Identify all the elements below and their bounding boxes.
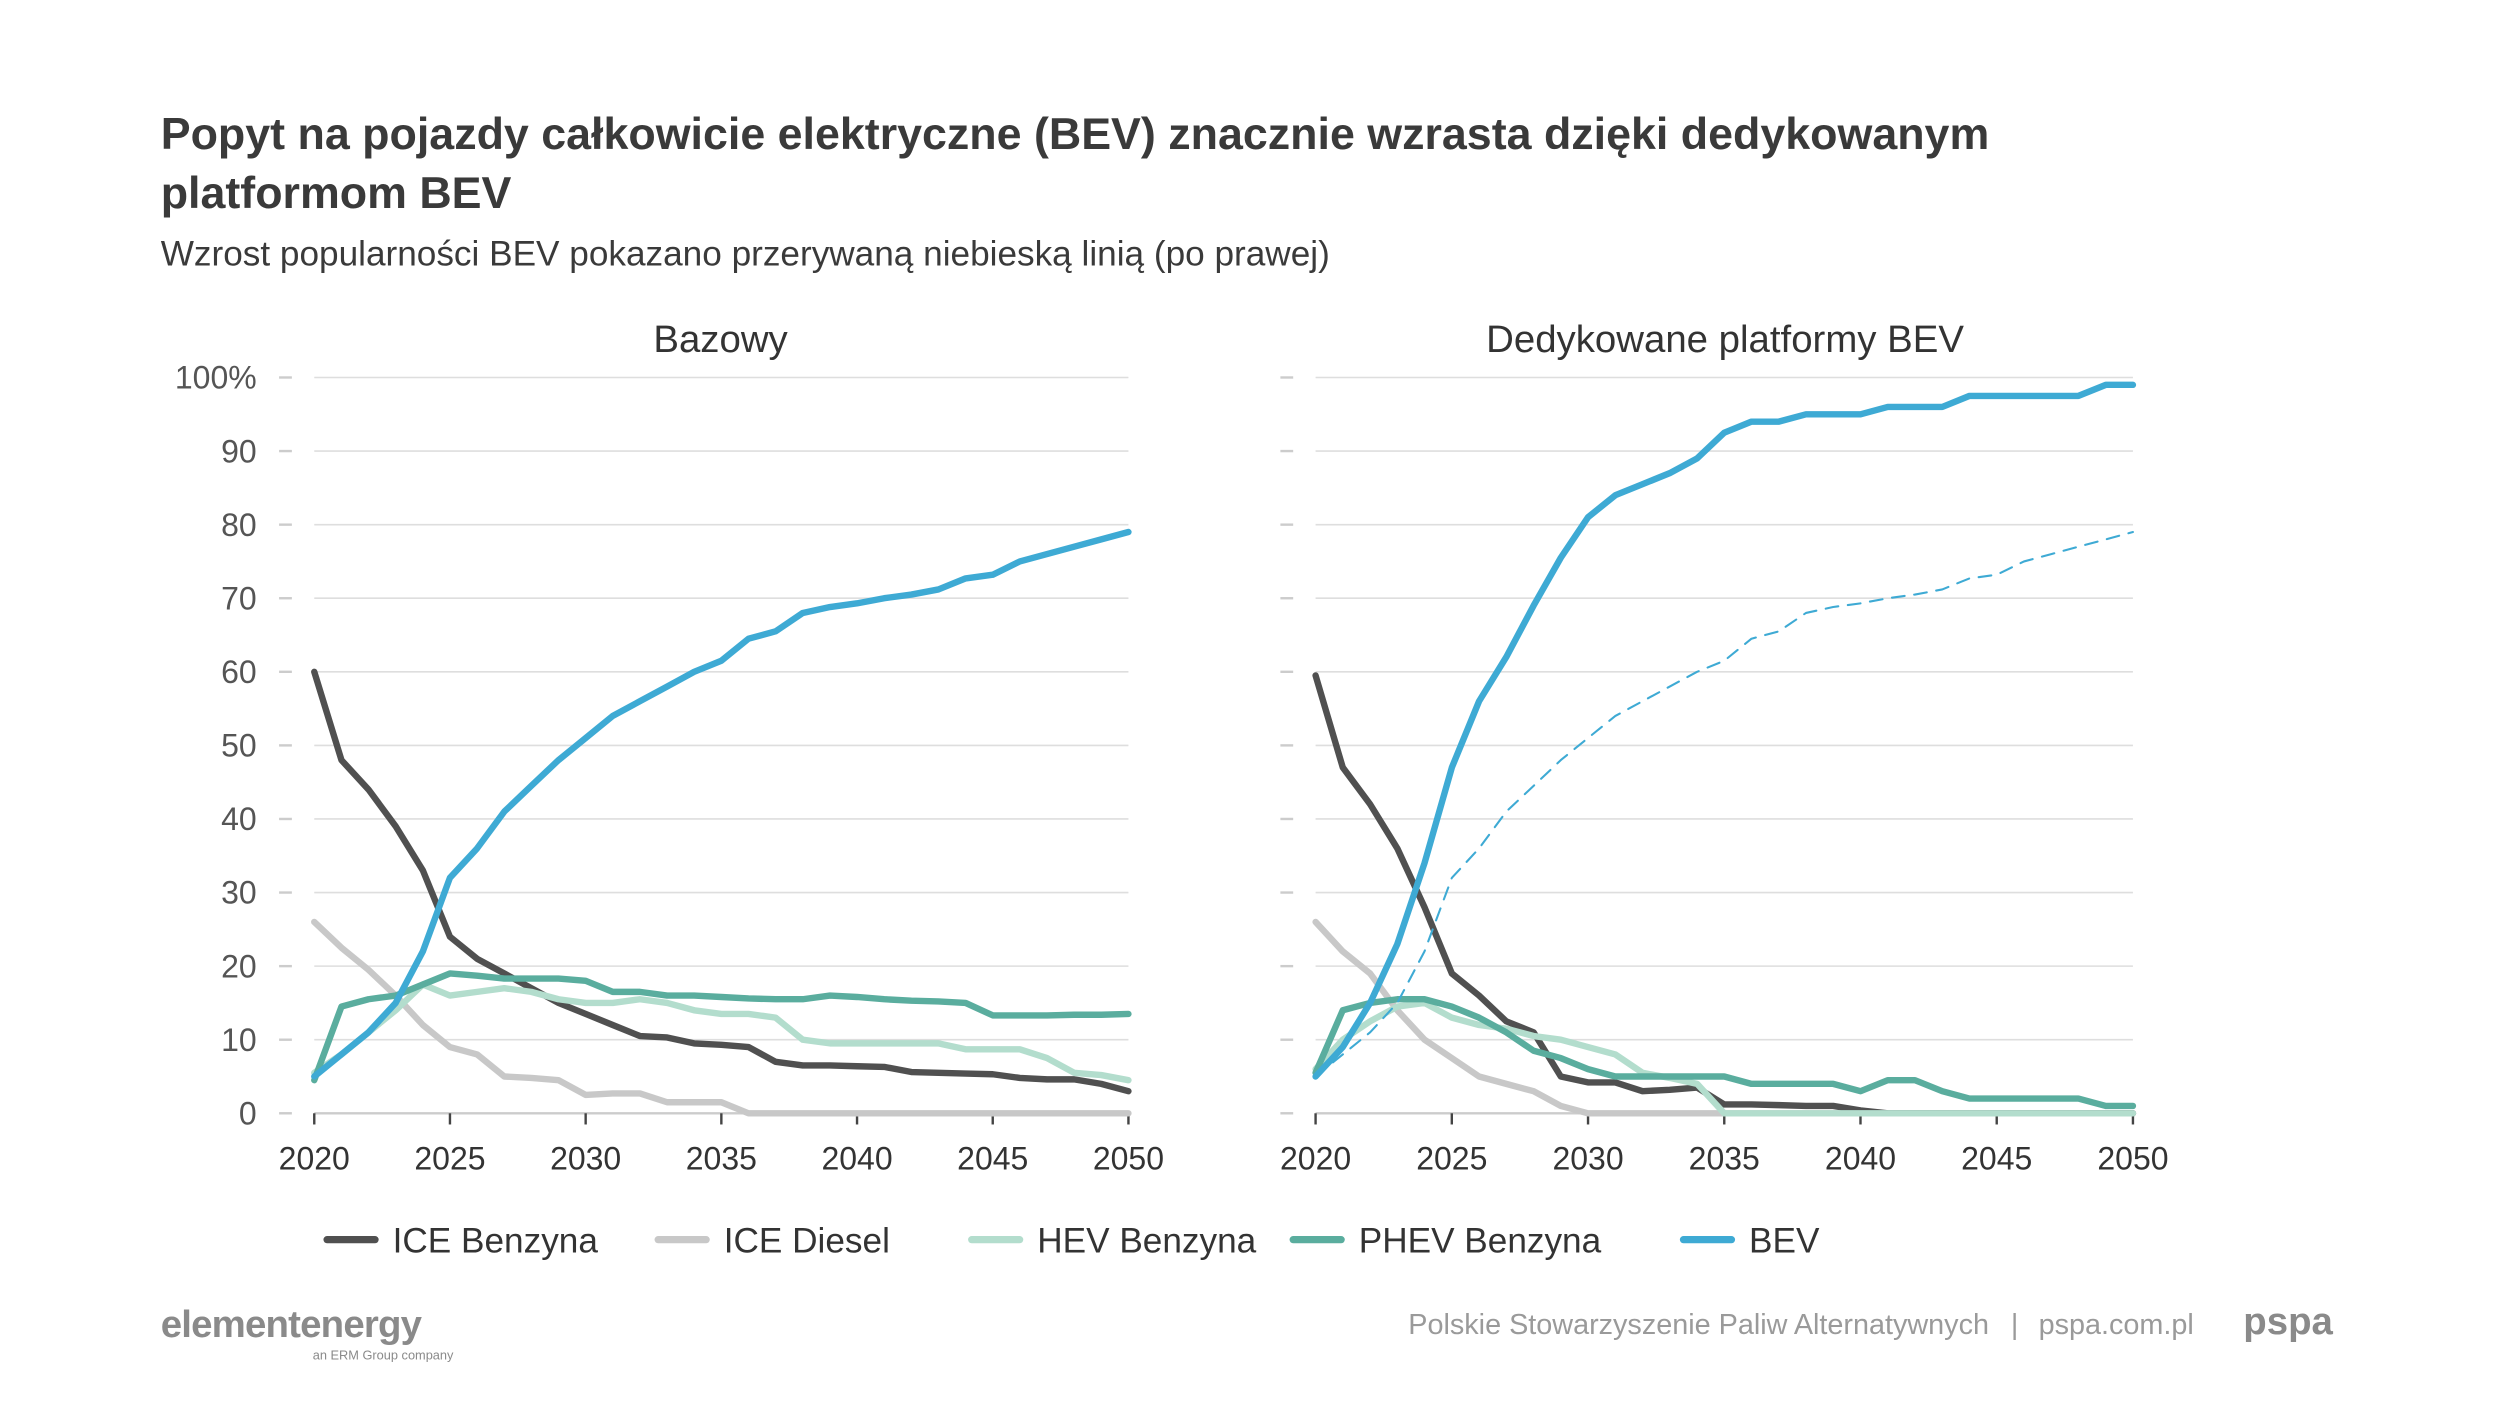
legend-item: BEV xyxy=(1679,1221,1820,1260)
x-tick-label: 2040 xyxy=(1825,1140,1896,1176)
x-tick-label: 2030 xyxy=(1552,1140,1623,1176)
x-tick-label: 2035 xyxy=(686,1140,757,1176)
x-tick-label: 2035 xyxy=(1689,1140,1760,1176)
legend-label: HEV Benzyna xyxy=(1037,1221,1256,1260)
x-tick-label: 2045 xyxy=(957,1140,1028,1176)
y-tick-label: 0 xyxy=(239,1095,257,1131)
y-tick-label: 60 xyxy=(221,654,257,690)
series-line-bev xyxy=(1312,381,2137,1080)
series-line-hev-benzyna xyxy=(1312,999,2137,1117)
x-tick-label: 2025 xyxy=(414,1140,485,1176)
legend-item: ICE Benzyna xyxy=(323,1221,599,1260)
x-tick-label: 2020 xyxy=(1280,1140,1351,1176)
series-line-ice-diesel xyxy=(311,918,1132,1117)
series-line-bev xyxy=(311,528,1132,1080)
legend-label: BEV xyxy=(1749,1221,1820,1260)
legend-item: PHEV Benzyna xyxy=(1289,1221,1602,1260)
series-line-bev-bazowy xyxy=(1314,530,2134,1078)
x-tick-label: 2045 xyxy=(1961,1140,2032,1176)
elementenergy-logo: elementenergy xyxy=(161,1303,423,1346)
y-tick-label: 10 xyxy=(221,1022,257,1058)
legend-item: HEV Benzyna xyxy=(968,1221,1257,1260)
elementenergy-logo-sub: an ERM Group company xyxy=(313,1348,454,1363)
panel-dedykowane: Dedykowane platformy BEV 2020 2025 2030 203… xyxy=(1280,318,2169,1176)
chart-title-line1: Popyt na pojazdy całkowicie elektryczne … xyxy=(161,109,1990,159)
series-line-ice-diesel xyxy=(1312,918,2137,1117)
legend: ICE Benzyna ICE Diesel HEV Benzyna PHEV Ben… xyxy=(323,1221,1820,1260)
x-tick-label: 2025 xyxy=(1416,1140,1487,1176)
chart-title-line2: platformom BEV xyxy=(161,168,512,218)
legend-item: ICE Diesel xyxy=(654,1221,890,1260)
legend-label: ICE Diesel xyxy=(724,1221,890,1260)
y-tick-label: 30 xyxy=(221,875,257,911)
series-line-ice-benzyna xyxy=(311,668,1132,1095)
x-tick-label: 2020 xyxy=(279,1140,350,1176)
footer: elementenergy an ERM Group company Polsk… xyxy=(161,1300,2334,1363)
x-tick-label: 2040 xyxy=(821,1140,892,1176)
legend-label: ICE Benzyna xyxy=(393,1221,599,1260)
series-line-phev-benzyna xyxy=(311,970,1132,1084)
series-line-phev-benzyna xyxy=(1312,996,2137,1110)
y-tick-label: 20 xyxy=(221,948,257,984)
org-url[interactable]: pspa.com.pl xyxy=(2039,1309,2194,1341)
x-tick-label: 2030 xyxy=(550,1140,621,1176)
y-tick-label: 50 xyxy=(221,728,257,764)
footer-separator: | xyxy=(2011,1309,2018,1341)
y-tick-label: 40 xyxy=(221,801,257,837)
series-line-hev-benzyna xyxy=(311,981,1132,1084)
org-name: Polskie Stowarzyszenie Paliw Alternatywn… xyxy=(1408,1309,1989,1341)
panel-title: Bazowy xyxy=(653,318,788,361)
pspa-logo: pspa xyxy=(2243,1300,2333,1343)
panel-title: Dedykowane platformy BEV xyxy=(1486,318,1964,361)
chart-subtitle: Wzrost popularności BEV pokazano przeryw… xyxy=(161,235,1330,274)
y-tick-label: 100% xyxy=(175,360,257,396)
y-tick-label: 90 xyxy=(221,433,257,469)
legend-label: PHEV Benzyna xyxy=(1359,1221,1602,1260)
y-tick-label: 80 xyxy=(221,507,257,543)
y-tick-label: 70 xyxy=(221,580,257,616)
x-tick-label: 2050 xyxy=(1093,1140,1164,1176)
x-tick-label: 2050 xyxy=(2097,1140,2168,1176)
